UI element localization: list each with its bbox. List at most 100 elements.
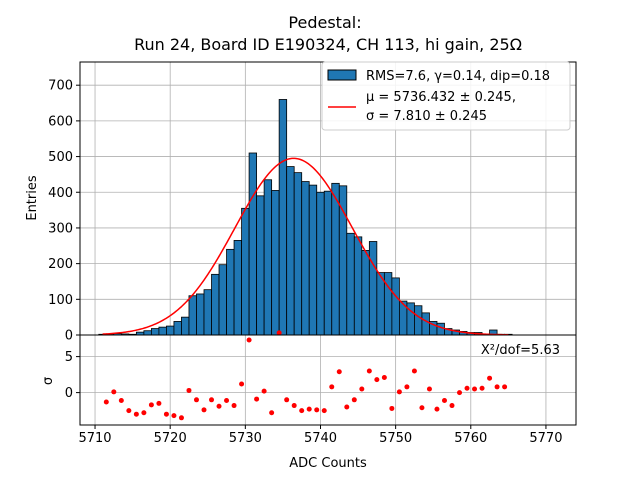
residual-point [472,386,478,392]
histogram-bar [218,264,227,336]
residual-point [231,403,237,409]
histogram-bar [226,248,235,336]
residual-point [502,384,508,390]
residual-point [344,404,350,410]
residual-point [141,410,147,416]
residual-point [163,411,169,417]
histogram-bar [338,185,348,336]
x-tick-label: 5770 [529,431,562,446]
y-tick-label-top: 600 [48,114,73,129]
residual-point [366,368,372,374]
residual-point [441,398,447,404]
residual-point [224,398,230,404]
residual-point [321,408,327,414]
legend-histogram-label: RMS=7.6, γ=0.14, dip=0.18 [366,69,550,84]
residual-point [494,384,500,390]
histogram-bar [203,289,212,336]
residual-point [216,403,222,409]
y-tick-label-top: 200 [48,257,73,272]
residual-point [156,400,162,406]
residual-point [329,384,335,390]
residual-point [254,396,260,402]
residual-point [201,407,207,413]
residual-point [411,368,417,374]
histogram-bar [181,316,190,336]
legend: RMS=7.6, γ=0.14, dip=0.18 μ = 5736.432 ±… [321,61,571,131]
x-axis-label: ADC Counts [289,456,367,471]
residual-point [306,406,312,412]
residual-point [103,399,109,405]
y-tick-label-top: 400 [48,186,73,201]
residual-point [336,369,342,375]
x-tick-label: 5720 [154,431,187,446]
residual-point [276,330,282,336]
y-tick-label-top: 0 [65,329,73,344]
residual-point [487,375,493,381]
residual-point [246,337,252,343]
residual-point [133,411,139,417]
x-tick-label: 5750 [379,431,412,446]
y-tick-label-bottom: 5 [65,350,73,365]
residual-point [374,377,380,383]
histogram-bar [353,236,363,336]
residual-point [209,397,215,403]
histogram-bar [316,191,325,336]
histogram-bar [158,326,167,336]
residual-point [351,397,357,403]
residual-point [193,397,199,403]
histogram-bar [248,152,258,336]
residual-point [404,384,410,390]
residual-point [186,387,192,393]
x-tick-label: 5760 [454,431,487,446]
residual-point [396,389,402,395]
residual-point [299,408,305,414]
y-tick-label-top: 700 [48,79,73,94]
residual-point [126,408,132,414]
legend-frame [321,61,571,131]
histogram-bar [166,325,175,336]
y-tick-label-bottom: 0 [65,386,73,401]
chart-subtitle: Run 24, Board ID E190324, CH 113, hi gai… [134,35,522,54]
residual-point [261,388,267,394]
residual-point [118,398,124,404]
histogram-panel: 0 100 200 300 400 500 600 700 [48,61,577,344]
histogram-bar [308,184,318,336]
histogram-bar [391,277,400,336]
histogram-bar [346,232,355,336]
histogram-bar [436,322,445,336]
histogram-bar [414,305,423,336]
residual-point [389,405,395,411]
histogram-bar [421,312,430,336]
histogram-bar [150,328,160,336]
y-tick-label-top: 500 [48,150,73,165]
residual-point [457,390,463,396]
legend-histogram-swatch [327,69,357,81]
residual-point [419,405,425,411]
gaussian-fit-curve [102,157,509,336]
residual-point [148,402,154,408]
x-tick-label: 5710 [78,431,111,446]
chart-title: Pedestal: [288,13,361,32]
residual-point [314,407,320,413]
residual-point [171,413,177,419]
residual-point [434,406,440,412]
residual-point [111,389,117,395]
histogram-bar [286,166,295,336]
histogram-bar [323,190,333,336]
x-tick-label: 5730 [229,431,262,446]
histogram-bar [211,273,220,336]
histogram-bar [361,250,370,336]
residual-point [178,415,184,421]
residual-point [239,381,245,387]
legend-fit-label-sigma: σ = 7.810 ± 0.245 [366,109,487,124]
residual-point [359,386,365,392]
histogram-bar [263,179,273,336]
histogram-bar [376,272,385,336]
histogram-bar [173,321,182,336]
residual-panel: 5710 5720 5730 5740 5750 5760 5770 0 5 [65,330,577,446]
residual-point [291,403,297,409]
residual-point [449,403,455,409]
x-tick-label: 5740 [304,431,337,446]
histogram-bar [256,195,265,336]
